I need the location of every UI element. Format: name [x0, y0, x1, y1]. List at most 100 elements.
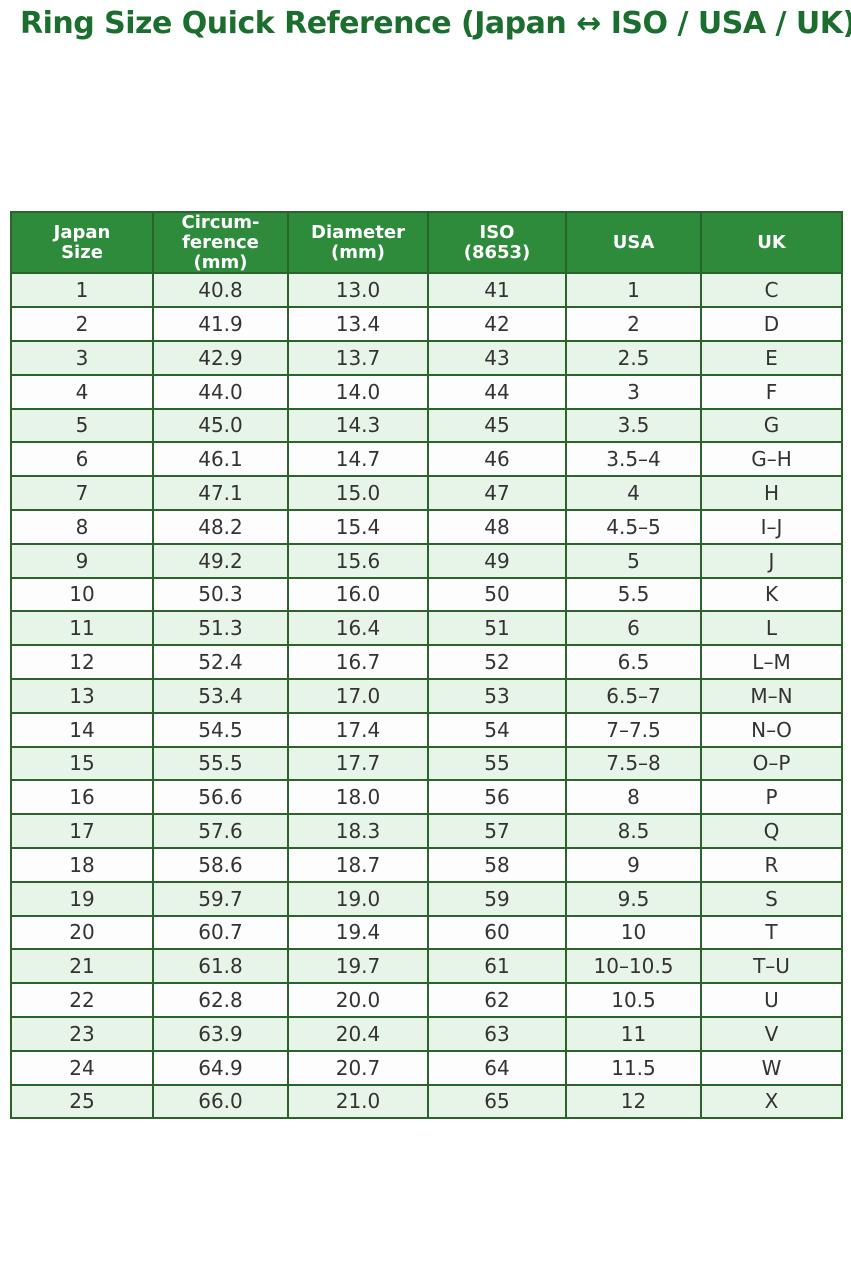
- table-cell: 55.5: [152, 745, 289, 782]
- table-cell: 57: [427, 813, 567, 849]
- table-cell: 60: [427, 914, 567, 951]
- table-cell: 10–10.5: [565, 948, 702, 985]
- table-row: 15 55.5 17.7 55 7.5–8 O–P: [10, 745, 843, 782]
- table-cell: 53: [427, 677, 567, 714]
- table-cell: 12: [10, 644, 154, 680]
- table-cell: 1: [10, 272, 154, 309]
- table-cell: G–H: [700, 441, 843, 478]
- table-cell: 11: [10, 610, 154, 647]
- table-cell: 61: [427, 948, 567, 985]
- table-cell: 2: [565, 306, 702, 342]
- table-cell: 60.7: [152, 914, 289, 951]
- table-cell: 22: [10, 982, 154, 1018]
- table-cell: 47.1: [152, 475, 289, 511]
- table-cell: 19: [10, 880, 154, 917]
- table-cell: 5: [565, 542, 702, 579]
- table-cell: 45.0: [152, 407, 289, 444]
- table-cell: 11: [565, 1015, 702, 1052]
- table-cell: 58: [427, 846, 567, 883]
- table-cell: 7: [10, 475, 154, 511]
- table-cell: 47: [427, 475, 567, 511]
- table-cell: 63: [427, 1015, 567, 1052]
- table-cell: N–O: [700, 711, 843, 748]
- table-cell: 20: [10, 914, 154, 951]
- table-cell: J: [700, 542, 843, 579]
- table-cell: 15.0: [287, 475, 429, 511]
- table-cell: 5: [10, 407, 154, 444]
- table-cell: 15.6: [287, 542, 429, 579]
- table-cell: R: [700, 846, 843, 883]
- table-cell: 14: [10, 711, 154, 748]
- table-row: 16 56.6 18.0 56 8 P: [10, 779, 843, 816]
- table-cell: G: [700, 407, 843, 444]
- table-cell: 57.6: [152, 813, 289, 849]
- table-row: 5 45.0 14.3 45 3.5 G: [10, 407, 843, 444]
- table-cell: 13.4: [287, 306, 429, 342]
- table-cell: 24: [10, 1049, 154, 1086]
- table-cell: 10.5: [565, 982, 702, 1018]
- table-cell: X: [700, 1083, 843, 1120]
- column-header: Diameter (mm): [287, 210, 429, 275]
- table-cell: H: [700, 475, 843, 511]
- table-cell: 51: [427, 610, 567, 647]
- table-cell: 18.0: [287, 779, 429, 816]
- table-cell: 64: [427, 1049, 567, 1086]
- table-header-row: Japan Size Circum- ference (mm) Diameter (…: [10, 210, 843, 275]
- table-cell: 13.0: [287, 272, 429, 309]
- table-cell: 10: [565, 914, 702, 951]
- table-row: 22 62.8 20.0 62 10.5 U: [10, 982, 843, 1018]
- column-header: Circum- ference (mm): [152, 210, 289, 275]
- table-cell: M–N: [700, 677, 843, 714]
- table-cell: C: [700, 272, 843, 309]
- table-cell: U: [700, 982, 843, 1018]
- table-row: 21 61.8 19.7 61 10–10.5 T–U: [10, 948, 843, 985]
- table-row: 11 51.3 16.4 51 6 L: [10, 610, 843, 647]
- table-cell: 43: [427, 339, 567, 376]
- table-cell: 10: [10, 576, 154, 613]
- table-cell: 13.7: [287, 339, 429, 376]
- table-cell: 42: [427, 306, 567, 342]
- table-cell: 18: [10, 846, 154, 883]
- table-cell: 15.4: [287, 508, 429, 545]
- table-row: 24 64.9 20.7 64 11.5 W: [10, 1049, 843, 1086]
- table-cell: 3.5: [565, 407, 702, 444]
- table-cell: 41.9: [152, 306, 289, 342]
- table-cell: 63.9: [152, 1015, 289, 1052]
- table-cell: E: [700, 339, 843, 376]
- table-cell: 21.0: [287, 1083, 429, 1120]
- table-cell: 4: [10, 373, 154, 410]
- table-cell: 21: [10, 948, 154, 985]
- table-cell: 50: [427, 576, 567, 613]
- table-cell: P: [700, 779, 843, 816]
- table-cell: 19.4: [287, 914, 429, 951]
- table-cell: 46.1: [152, 441, 289, 478]
- table-cell: 6: [10, 441, 154, 478]
- table-cell: 66.0: [152, 1083, 289, 1120]
- table-cell: 59.7: [152, 880, 289, 917]
- table-cell: W: [700, 1049, 843, 1086]
- table-cell: 16.7: [287, 644, 429, 680]
- table-cell: K: [700, 576, 843, 613]
- table-cell: 59: [427, 880, 567, 917]
- table-cell: 50.3: [152, 576, 289, 613]
- table-cell: 17.7: [287, 745, 429, 782]
- table-cell: 46: [427, 441, 567, 478]
- table-cell: 20.4: [287, 1015, 429, 1052]
- table-cell: 58.6: [152, 846, 289, 883]
- table-cell: 9: [565, 846, 702, 883]
- table-cell: 53.4: [152, 677, 289, 714]
- table-cell: S: [700, 880, 843, 917]
- table-cell: 42.9: [152, 339, 289, 376]
- table-cell: 16: [10, 779, 154, 816]
- table-cell: 48: [427, 508, 567, 545]
- table-row: 19 59.7 19.0 59 9.5 S: [10, 880, 843, 917]
- table-cell: T–U: [700, 948, 843, 985]
- table-cell: 44.0: [152, 373, 289, 410]
- table-cell: 20.0: [287, 982, 429, 1018]
- table-row: 9 49.2 15.6 49 5 J: [10, 542, 843, 579]
- table-row: 18 58.6 18.7 58 9 R: [10, 846, 843, 883]
- table-row: 6 46.1 14.7 46 3.5–4 G–H: [10, 441, 843, 478]
- table-cell: 3: [10, 339, 154, 376]
- table-cell: 48.2: [152, 508, 289, 545]
- table-cell: 11.5: [565, 1049, 702, 1086]
